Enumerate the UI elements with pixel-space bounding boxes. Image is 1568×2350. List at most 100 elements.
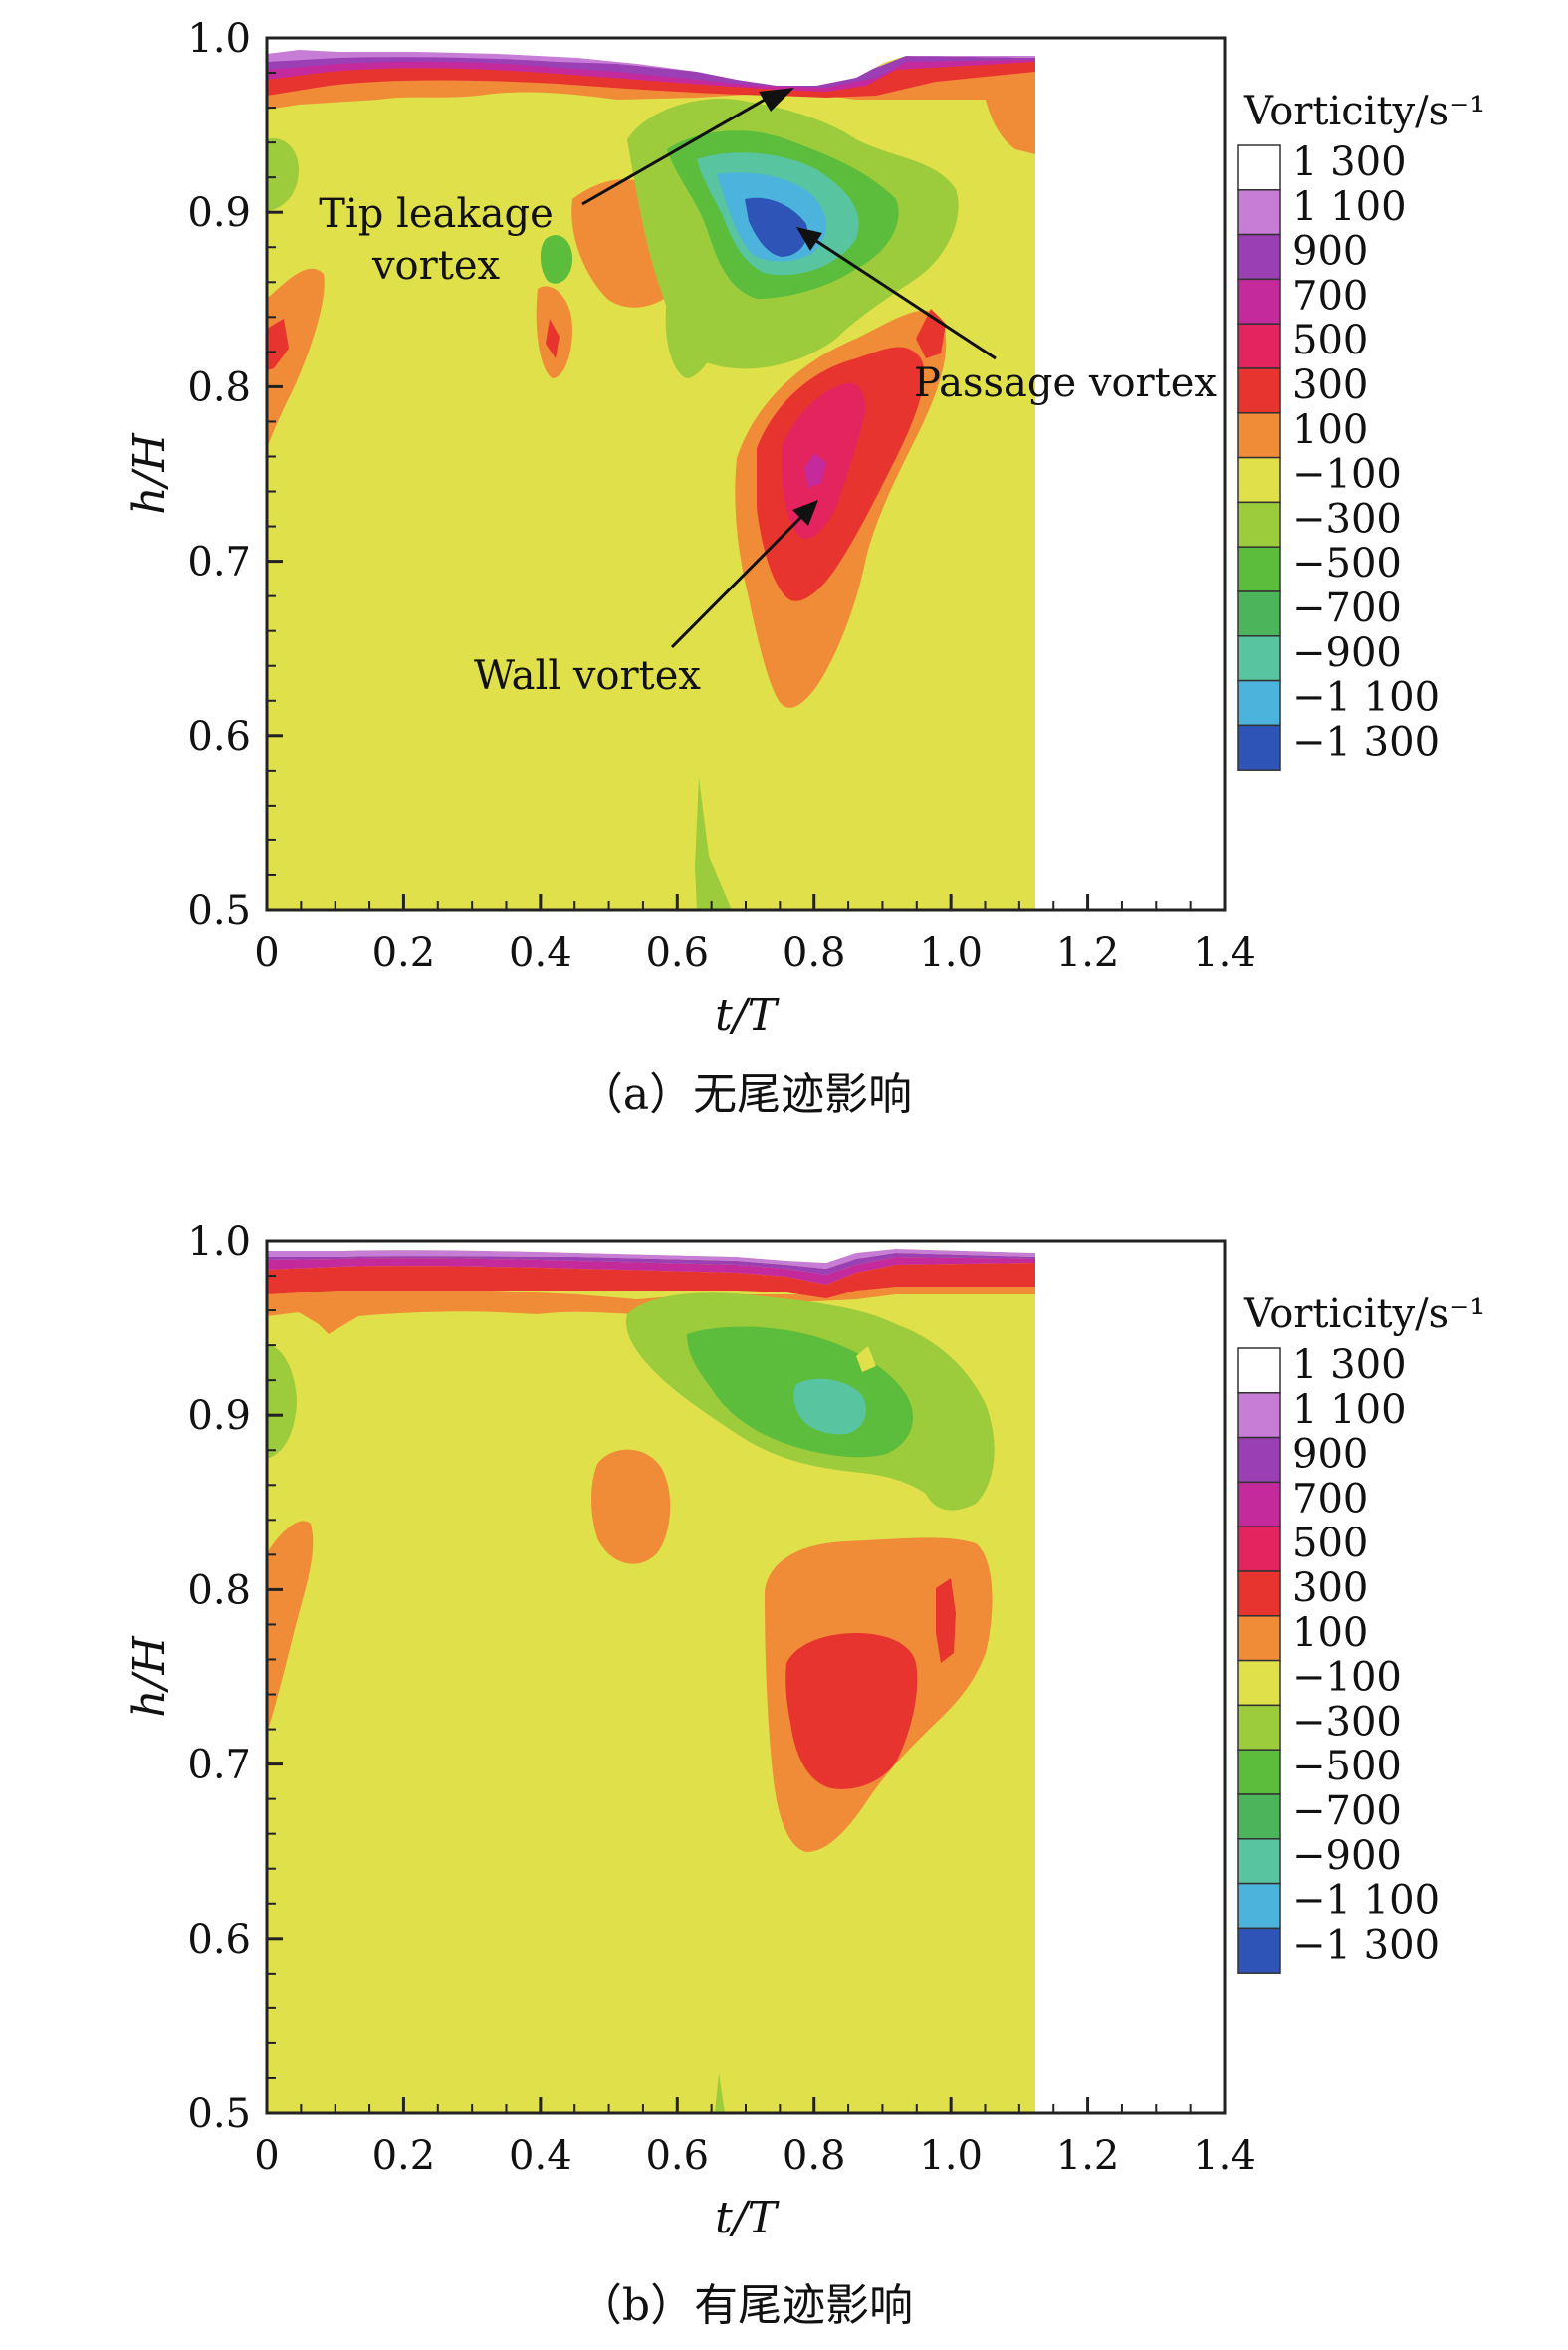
legend-label: −900 <box>1292 1833 1402 1879</box>
contour-field-b <box>267 1241 1035 2113</box>
tip-band-red <box>267 1263 1035 1298</box>
red-blob-small <box>546 319 560 358</box>
y-tick-label: 0.9 <box>187 1393 251 1439</box>
annotation-tip-leakage-line2: vortex <box>371 243 501 289</box>
y-tick-label: 0.6 <box>187 714 251 760</box>
legend-label: −1 300 <box>1292 1922 1440 1968</box>
bottom-green-sliver <box>695 777 732 910</box>
y-tick-label: 1.0 <box>187 1219 251 1265</box>
x-axis-title-b: t/T <box>715 2193 781 2243</box>
annotation-passage-vortex-label: Passage vortex <box>914 360 1217 406</box>
legend-label: 900 <box>1292 229 1368 275</box>
legend-swatch <box>1237 546 1281 592</box>
annotation-wall-vortex: Wall vortex <box>474 500 818 699</box>
left-orange-1 <box>267 268 325 448</box>
legend-label: 100 <box>1292 1610 1368 1656</box>
x-tick-label: 0.8 <box>783 2133 846 2179</box>
y-tick-label: 0.5 <box>187 888 251 934</box>
x-tick-label: 0.2 <box>372 930 436 976</box>
legend-label: 1 100 <box>1292 184 1407 230</box>
legend-label: −1 100 <box>1292 1878 1440 1924</box>
legend-label: 1 300 <box>1292 1342 1407 1388</box>
x-tick-label: 0 <box>254 2133 279 2179</box>
ticks-b: 0 0.2 0.4 0.6 0.8 1.0 1.2 1.4 0.5 0.6 0.7 0.8 0.9 1.0 <box>187 1219 1255 2179</box>
y-tick-label: 0.7 <box>187 540 251 586</box>
caption-a: （a）无尾迹影响 <box>579 1069 912 1120</box>
legend-label: 1 300 <box>1292 139 1407 185</box>
pv-small-yellow <box>856 1346 876 1372</box>
tip-white <box>267 1241 1035 1263</box>
legend-swatch <box>1237 1749 1281 1795</box>
y-axis-title-b: h/H <box>124 1635 175 1718</box>
pv-blue <box>745 197 807 257</box>
legend-label: 1 100 <box>1292 1387 1407 1433</box>
tip-band-purple <box>267 1253 1035 1275</box>
x-tick-label: 1.0 <box>919 930 983 976</box>
contour-field-a <box>267 38 1035 910</box>
legend-swatch <box>1237 456 1281 504</box>
pv-teal <box>793 1378 866 1435</box>
x-tick-label: 1.2 <box>1056 2133 1120 2179</box>
caption-b: （b）有尾迹影响 <box>578 2280 913 2331</box>
y-axis-title-a: h/H <box>124 432 175 515</box>
legend-label: −300 <box>1292 1699 1402 1745</box>
ticks-a: 0 0.2 0.4 0.6 0.8 1.0 1.2 1.4 0.5 0.6 0.7 0.8 0.9 1.0 <box>187 16 1255 976</box>
left-green <box>267 138 299 211</box>
legend-swatch <box>1237 189 1281 236</box>
legend-label: −300 <box>1292 496 1402 542</box>
x-tick-label: 0.4 <box>509 2133 572 2179</box>
x-axis-title-a: t/T <box>715 990 781 1041</box>
legend-swatch <box>1237 1615 1281 1662</box>
legend-title-a: Vorticity/s⁻¹ <box>1243 89 1485 134</box>
legend-swatch <box>1237 1659 1281 1707</box>
y-tick-label: 0.8 <box>187 1567 251 1613</box>
y-tick-label: 0.8 <box>187 364 251 410</box>
orange-blob-mid <box>591 1449 671 1564</box>
y-tick-label: 0.5 <box>187 2091 251 2137</box>
left-orange <box>267 1521 314 1733</box>
legend-label: −100 <box>1292 1655 1402 1701</box>
legend-swatch <box>1237 1570 1281 1617</box>
chart-panel-b: 0 0.2 0.4 0.6 0.8 1.0 1.2 1.4 0.5 0.6 0.7 0.8 0.9 1.0… <box>124 1219 1485 2331</box>
legend-swatch <box>1237 323 1281 369</box>
bottom-green-sliver <box>715 2073 725 2113</box>
wv-magenta <box>804 453 826 488</box>
legend-swatch <box>1237 724 1281 771</box>
legend-label: −100 <box>1292 452 1402 498</box>
x-tick-label: 1.2 <box>1056 930 1120 976</box>
wv-red <box>785 1633 918 1789</box>
legend-swatch <box>1237 1882 1281 1930</box>
legend-swatch <box>1237 144 1281 191</box>
legend-label: 300 <box>1292 1565 1368 1611</box>
annotation-tip-leakage-arrowhead <box>759 88 794 112</box>
x-tick-label: 1.4 <box>1193 930 1256 976</box>
legend-swatch <box>1237 233 1281 281</box>
right-top-orange <box>986 90 1035 154</box>
annotation-tip-leakage-arrow <box>581 98 766 206</box>
legend-label: −1 100 <box>1292 675 1440 721</box>
tip-band-magenta <box>267 1257 1035 1285</box>
legend-title-b: Vorticity/s⁻¹ <box>1243 1292 1485 1337</box>
legend-swatch <box>1237 1526 1281 1572</box>
y-tick-label: 0.6 <box>187 1917 251 1963</box>
legend-swatch <box>1237 1481 1281 1528</box>
legend-swatch <box>1237 635 1281 682</box>
annotation-passage-vortex-arrowhead <box>796 227 822 251</box>
green-blob-small <box>540 235 572 284</box>
annotation-passage-vortex-arrow <box>815 239 997 360</box>
legend-label: 700 <box>1292 273 1368 319</box>
x-tick-label: 0.4 <box>509 930 572 976</box>
x-tick-label: 0 <box>254 930 279 976</box>
legend-swatch <box>1237 1347 1281 1394</box>
x-tick-label: 1.0 <box>919 2133 983 2179</box>
legend-label: −1 300 <box>1292 719 1440 765</box>
legend-swatch <box>1237 1392 1281 1439</box>
x-tick-label: 0.2 <box>372 2133 436 2179</box>
legend-swatch <box>1237 1927 1281 1974</box>
legend-label: 100 <box>1292 407 1368 453</box>
legend-swatch <box>1237 501 1281 548</box>
pv-green-tongue <box>665 295 717 378</box>
